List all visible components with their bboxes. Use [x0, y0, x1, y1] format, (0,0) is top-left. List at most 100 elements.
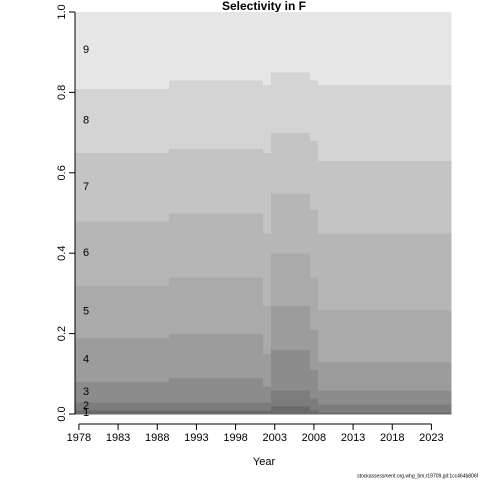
segment: [223, 148, 233, 214]
segment: [192, 409, 201, 415]
y-tick-label: 0.4: [56, 246, 68, 261]
segment: [372, 309, 382, 363]
segment: [349, 309, 358, 363]
segment: [372, 403, 382, 413]
segment: [216, 277, 225, 334]
segment: [114, 337, 123, 383]
segment: [435, 361, 444, 391]
segment: [270, 349, 280, 391]
segment: [122, 88, 131, 154]
segment: [341, 411, 350, 415]
segment: [161, 337, 170, 383]
segment: [192, 80, 201, 150]
segment: [419, 84, 429, 162]
segment: [169, 401, 178, 411]
segment: [208, 333, 217, 379]
segment: [114, 12, 123, 89]
segment: [286, 192, 295, 254]
segment: [137, 381, 147, 403]
segment: [372, 411, 382, 415]
segment: [161, 88, 170, 154]
segment: [255, 80, 264, 150]
segment: [357, 361, 366, 391]
segment: [286, 405, 295, 415]
segment: [310, 329, 319, 371]
segment: [302, 192, 311, 254]
series-label: 1: [83, 407, 89, 419]
series-label: 5: [83, 305, 89, 317]
segment: [411, 361, 421, 391]
series-label: 4: [83, 354, 89, 366]
segment: [122, 12, 131, 89]
segment: [396, 160, 405, 234]
segment: [90, 88, 100, 154]
segment: [357, 84, 366, 162]
segment: [341, 233, 350, 310]
segment: [200, 277, 209, 334]
segment: [239, 277, 248, 334]
segment: [169, 80, 178, 150]
segment: [443, 160, 452, 234]
segment: [294, 132, 303, 194]
segment: [192, 277, 201, 334]
segment: [380, 12, 389, 85]
segment: [404, 160, 413, 234]
segment: [208, 409, 217, 415]
segment: [231, 401, 241, 411]
segment: [114, 381, 123, 403]
segment: [317, 361, 327, 391]
segment: [82, 337, 92, 383]
segment: [333, 411, 342, 415]
segment: [145, 401, 154, 411]
segment: [169, 333, 178, 379]
segment: [364, 160, 374, 234]
segment: [153, 152, 162, 222]
segment: [357, 160, 366, 234]
segment: [247, 80, 256, 150]
segment: [90, 337, 100, 383]
segment: [404, 84, 413, 162]
segment: [82, 409, 92, 415]
segment: [270, 12, 280, 73]
segment: [388, 233, 397, 310]
segment: [137, 221, 147, 286]
segment: [129, 12, 139, 89]
x-tick-label: 1993: [184, 432, 208, 444]
plot: [75, 12, 452, 415]
segment: [270, 305, 280, 351]
segment: [106, 337, 115, 383]
y-tick-label: 0.8: [56, 85, 68, 100]
segment: [216, 409, 225, 415]
segment: [145, 337, 154, 383]
segment: [216, 80, 225, 150]
segment: [270, 72, 280, 133]
segment: [380, 233, 389, 310]
segment: [341, 361, 350, 391]
segment: [396, 403, 405, 413]
segment: [302, 132, 311, 194]
segment: [317, 233, 327, 310]
segment: [380, 309, 389, 363]
segment: [216, 148, 225, 214]
segment: [114, 221, 123, 286]
segment: [286, 72, 295, 133]
segment: [200, 213, 209, 278]
segment: [302, 305, 311, 351]
footnote: stockassessment.org,whg_bm,r19709,git:1c…: [357, 473, 479, 479]
segment: [255, 409, 264, 415]
segment: [357, 411, 366, 415]
segment: [325, 12, 335, 85]
segment: [122, 285, 131, 339]
segment: [255, 401, 264, 411]
segment: [106, 409, 115, 415]
segment: [419, 389, 429, 405]
segment: [161, 221, 170, 286]
segment: [341, 309, 350, 363]
segment: [302, 253, 311, 306]
segment: [317, 12, 327, 85]
segment: [364, 361, 374, 391]
segment: [294, 253, 303, 306]
segment: [388, 389, 397, 405]
y-tick-label: 1.0: [56, 4, 68, 19]
segment: [388, 309, 397, 363]
